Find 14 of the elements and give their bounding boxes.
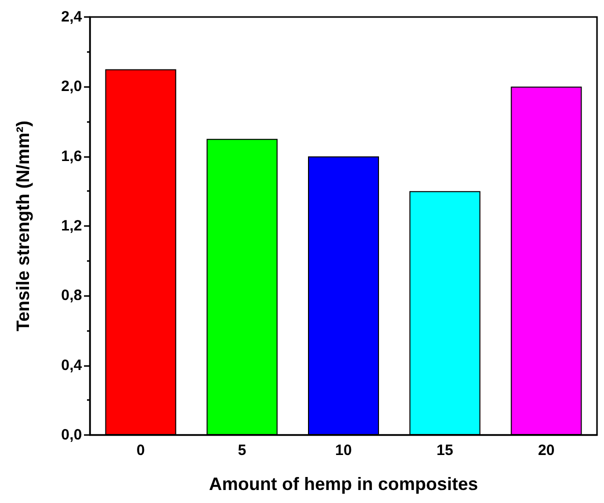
y-tick-label: 2,4 (61, 8, 83, 26)
x-tick-label: 15 (436, 442, 454, 459)
y-axis-title: Tensile strength (N/mm²) (13, 120, 33, 332)
y-tick-label: 0,8 (61, 287, 82, 304)
y-tick-label: 0,4 (61, 356, 83, 374)
x-axis-title: Amount of hemp in composites (208, 474, 478, 494)
y-tick-label: 2,0 (61, 78, 82, 96)
x-tick-label: 5 (238, 442, 246, 459)
y-tick-label: 1,6 (61, 148, 82, 165)
y-tick-label: 1,2 (61, 218, 82, 234)
x-tick-label: 20 (538, 442, 555, 459)
x-tick-label: 0 (136, 442, 145, 459)
x-tick-label: 10 (335, 442, 352, 459)
y-tick-label: 0,0 (61, 426, 82, 444)
